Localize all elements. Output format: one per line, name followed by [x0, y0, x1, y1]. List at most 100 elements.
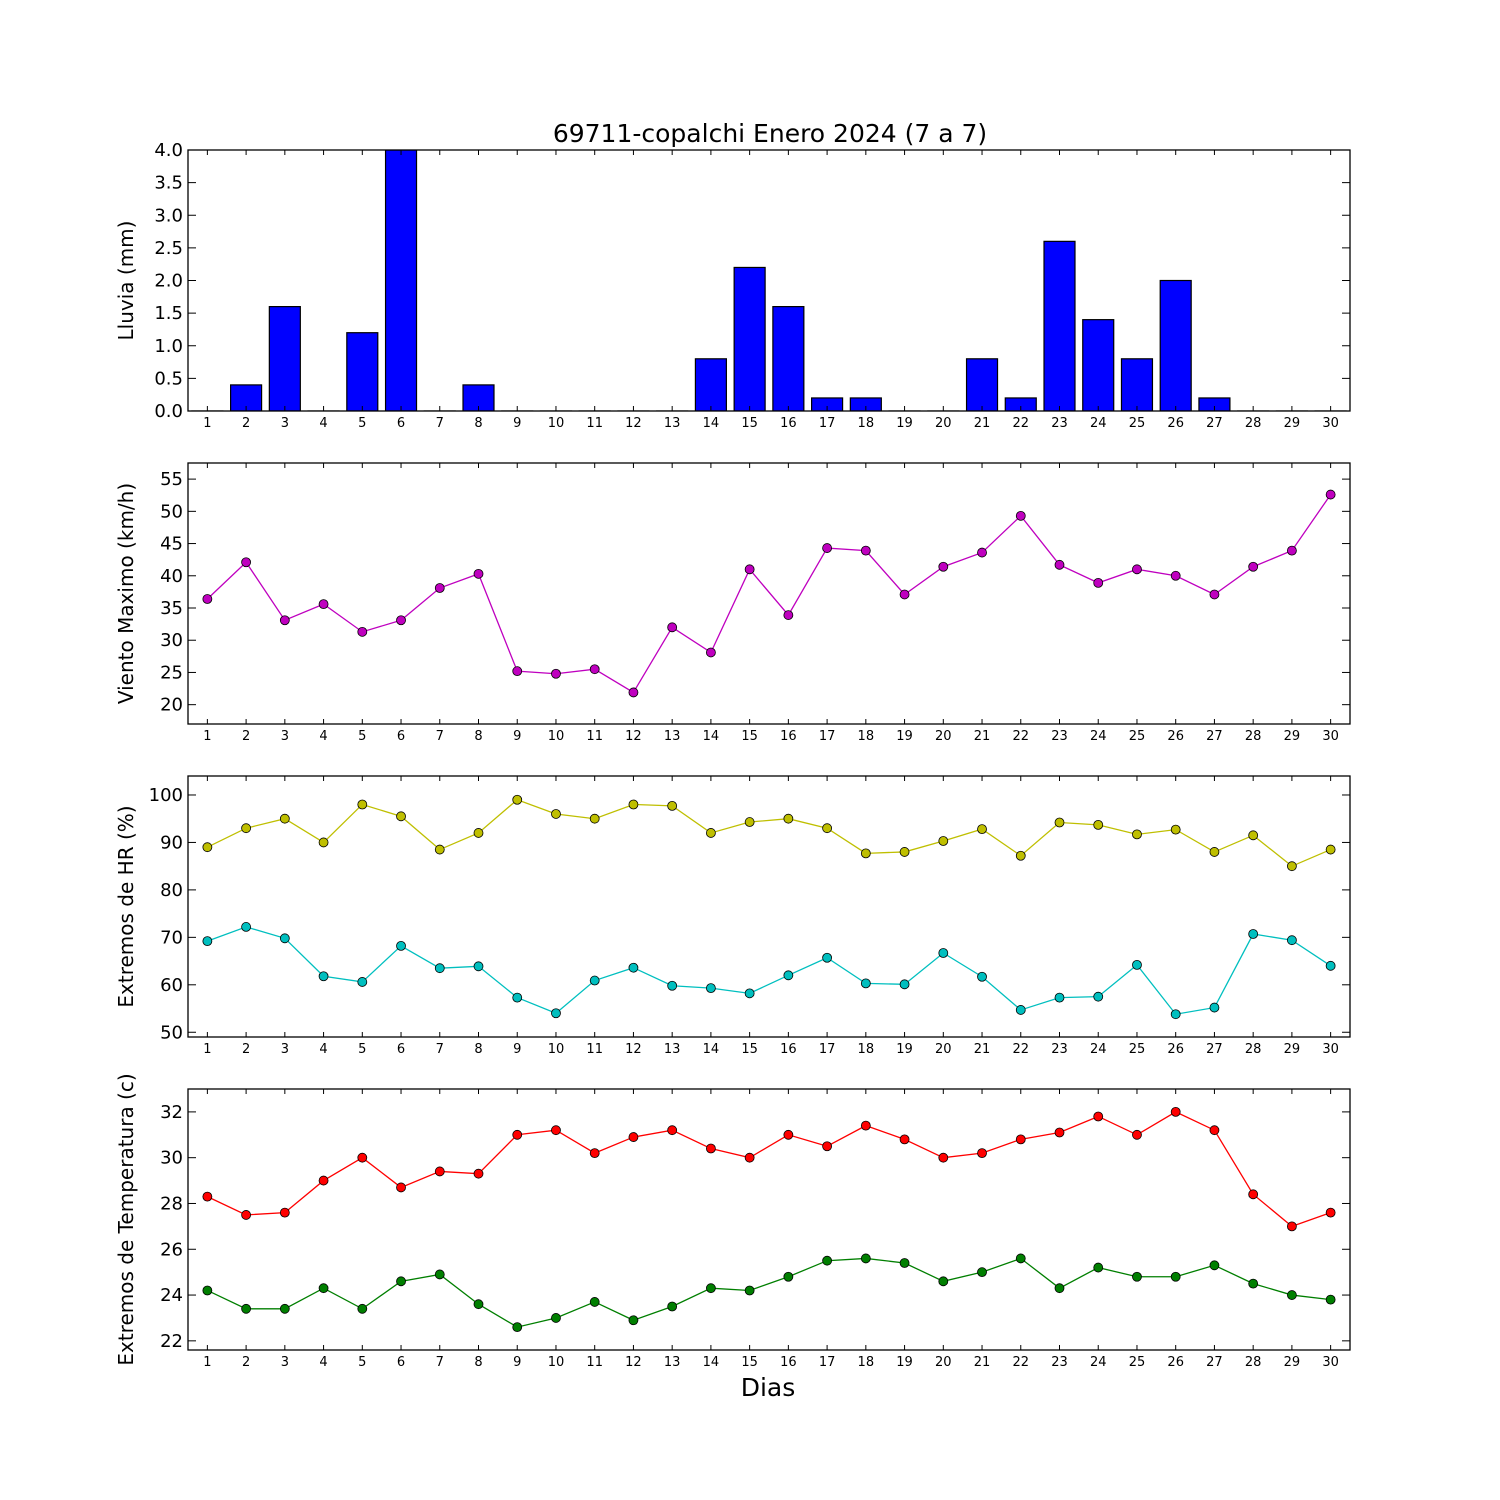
x-tick-label-hr-26: 26: [1167, 1042, 1184, 1057]
point-hr-1-day-22: [1015, 1005, 1026, 1015]
point-viento-0-day-4: [318, 599, 329, 610]
x-tick-label-temperatura-29: 29: [1284, 1355, 1301, 1370]
point-hr-1-day-15: [744, 988, 755, 999]
x-tick-label-temperatura-7: 7: [436, 1355, 444, 1370]
point-hr-1-day-14: [706, 983, 716, 994]
x-tick-label-viento-15: 15: [741, 729, 758, 744]
x-tick-label-viento-2: 2: [242, 729, 250, 744]
point-hr-1-day-21: [977, 971, 987, 982]
x-tick-label-hr-14: 14: [703, 1042, 720, 1057]
point-temperatura-0-day-9: [512, 1129, 523, 1140]
point-temperatura-0-day-6: [396, 1182, 406, 1193]
point-temperatura-0-day-24: [1093, 1111, 1104, 1122]
point-hr-1-day-20: [938, 948, 949, 958]
point-viento-0-day-9: [512, 666, 523, 677]
bar-day-23: [1043, 240, 1076, 411]
x-tick-label-lluvia-15: 15: [741, 416, 758, 431]
point-hr-0-day-30: [1325, 844, 1336, 855]
y-tick-label-hr-80: 80: [160, 880, 183, 901]
x-tick-label-lluvia-19: 19: [896, 416, 913, 431]
x-tick-label-viento-9: 9: [513, 729, 521, 744]
point-hr-0-day-14: [706, 828, 716, 838]
point-viento-0-day-20: [938, 561, 949, 572]
point-temperatura-1-day-14: [706, 1283, 716, 1294]
point-temperatura-0-day-7: [434, 1166, 445, 1177]
point-viento-0-day-11: [589, 664, 600, 675]
point-temperatura-0-day-5: [357, 1152, 368, 1163]
axes-frame-hr: [187, 775, 1351, 1038]
x-tick-label-hr-6: 6: [397, 1042, 405, 1057]
bar-day-5: [346, 332, 379, 411]
x-tick-label-hr-22: 22: [1012, 1042, 1029, 1057]
x-tick-label-viento-25: 25: [1129, 729, 1146, 744]
y-tick-label-viento-55: 55: [160, 469, 183, 490]
y-tick-label-viento-45: 45: [160, 534, 183, 555]
x-tick-label-viento-12: 12: [625, 729, 642, 744]
point-viento-0-day-28: [1248, 561, 1259, 572]
x-tick-label-lluvia-25: 25: [1129, 416, 1146, 431]
y-tick-label-hr-60: 60: [160, 975, 183, 996]
x-tick-label-temperatura-2: 2: [242, 1355, 250, 1370]
x-tick-label-hr-20: 20: [935, 1042, 952, 1057]
y-tick-label-viento-20: 20: [160, 695, 183, 716]
x-tick-label-lluvia-13: 13: [664, 416, 681, 431]
x-tick-label-temperatura-8: 8: [474, 1355, 482, 1370]
y-axis-label-temperatura: Extremos de Temperatura (c): [114, 1073, 138, 1365]
point-hr-1-day-25: [1132, 959, 1142, 970]
point-temperatura-1-day-19: [899, 1258, 910, 1268]
point-viento-0-day-6: [396, 615, 406, 626]
point-viento-0-day-27: [1209, 589, 1220, 600]
x-tick-label-viento-26: 26: [1167, 729, 1184, 744]
y-tick-label-temperatura-22: 22: [160, 1331, 183, 1352]
point-temperatura-1-day-23: [1054, 1283, 1065, 1294]
series-line-viento-0: [206, 494, 1332, 694]
x-tick-label-lluvia-27: 27: [1206, 416, 1223, 431]
y-tick-label-viento-30: 30: [160, 630, 183, 651]
y-axis-label-viento: Viento Maximo (km/h): [114, 483, 138, 704]
point-temperatura-1-day-16: [783, 1271, 794, 1282]
point-hr-0-day-21: [977, 824, 987, 835]
bar-day-22: [1004, 397, 1037, 411]
point-temperatura-0-day-15: [744, 1152, 755, 1163]
point-temperatura-0-day-29: [1287, 1221, 1297, 1232]
point-hr-1-day-4: [318, 971, 329, 982]
y-axis-label-lluvia: Lluvia (mm): [114, 221, 138, 341]
point-viento-0-day-17: [822, 543, 832, 553]
point-hr-0-day-29: [1287, 861, 1297, 872]
point-temperatura-0-day-21: [977, 1148, 987, 1159]
point-temperatura-1-day-4: [318, 1283, 329, 1294]
x-tick-label-temperatura-30: 30: [1322, 1355, 1339, 1370]
point-hr-1-day-6: [396, 940, 406, 951]
x-tick-label-temperatura-27: 27: [1206, 1355, 1223, 1370]
point-temperatura-0-day-17: [822, 1141, 832, 1152]
point-hr-1-day-13: [667, 980, 678, 991]
x-tick-label-temperatura-18: 18: [858, 1355, 875, 1370]
x-tick-label-hr-23: 23: [1051, 1042, 1068, 1057]
x-tick-label-lluvia-12: 12: [625, 416, 642, 431]
point-temperatura-0-day-16: [783, 1129, 794, 1140]
x-tick-label-lluvia-28: 28: [1245, 416, 1262, 431]
point-hr-1-day-11: [589, 975, 600, 986]
x-tick-label-viento-14: 14: [703, 729, 720, 744]
point-hr-0-day-6: [396, 811, 406, 822]
x-tick-label-lluvia-1: 1: [203, 416, 211, 431]
point-hr-1-day-18: [860, 978, 871, 989]
point-temperatura-1-day-11: [589, 1297, 600, 1307]
x-tick-label-lluvia-5: 5: [358, 416, 366, 431]
point-temperatura-0-day-10: [551, 1125, 561, 1136]
point-hr-0-day-9: [512, 794, 523, 805]
y-tick-label-lluvia-3: 3.0: [154, 205, 183, 226]
x-tick-label-hr-25: 25: [1129, 1042, 1146, 1057]
point-temperatura-1-day-25: [1132, 1271, 1142, 1282]
point-viento-0-day-5: [357, 626, 368, 637]
point-temperatura-0-day-20: [938, 1152, 949, 1163]
bar-day-18: [849, 397, 882, 411]
x-tick-label-lluvia-7: 7: [436, 416, 444, 431]
x-tick-label-temperatura-25: 25: [1129, 1355, 1146, 1370]
x-tick-label-viento-24: 24: [1090, 729, 1107, 744]
point-hr-0-day-7: [434, 844, 445, 855]
y-axis-label-hr: Extremos de HR (%): [114, 805, 138, 1007]
y-tick-label-hr-100: 100: [149, 785, 183, 806]
